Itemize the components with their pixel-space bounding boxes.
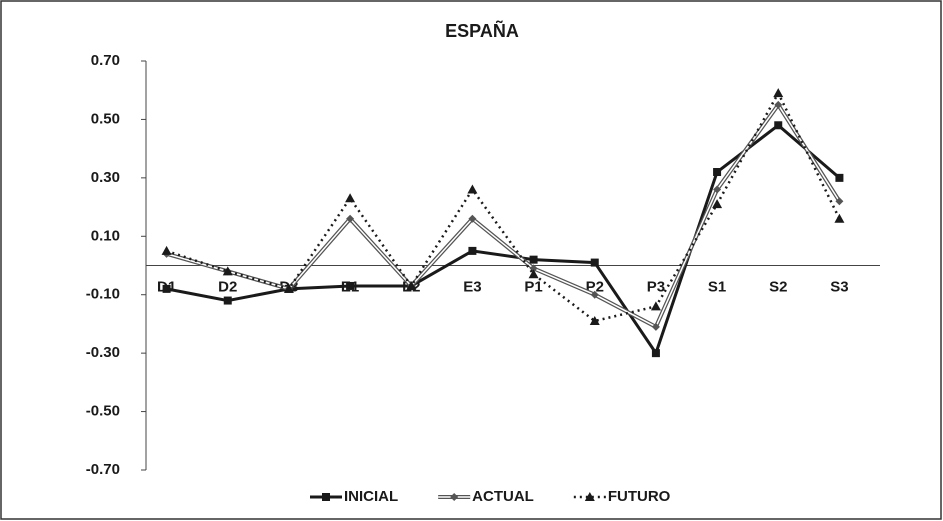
data-point	[528, 269, 539, 279]
y-tick-label: 0.30	[91, 169, 120, 186]
data-point	[589, 316, 600, 326]
data-point	[406, 280, 417, 290]
data-point	[222, 266, 233, 276]
data-point	[834, 213, 845, 223]
y-tick-label: -0.10	[86, 286, 120, 303]
x-tick-label: D2	[218, 278, 237, 295]
y-tick-label: -0.70	[86, 461, 120, 478]
data-point	[651, 322, 660, 331]
x-tick-label: S2	[769, 278, 787, 295]
data-point	[650, 301, 661, 311]
legend-label: ACTUAL	[472, 488, 534, 505]
data-point	[345, 193, 356, 203]
data-point	[712, 199, 723, 209]
y-tick-label: -0.30	[86, 344, 120, 361]
data-point	[774, 121, 783, 130]
line-inner	[166, 103, 841, 328]
data-point	[161, 245, 172, 255]
data-point	[346, 281, 355, 290]
data-point	[468, 214, 477, 223]
data-point	[529, 255, 538, 264]
data-point	[467, 184, 478, 194]
data-point	[223, 296, 232, 305]
data-point	[346, 214, 355, 223]
chart-title: ESPAÑA	[445, 20, 519, 41]
data-point	[590, 258, 599, 267]
data-point	[774, 100, 783, 109]
x-tick-label: P3	[647, 278, 665, 295]
data-point	[162, 284, 171, 293]
data-point	[713, 185, 722, 194]
legend-label: INICIAL	[344, 488, 398, 505]
data-point	[835, 173, 844, 182]
series-2	[161, 88, 845, 326]
data-point	[322, 493, 330, 501]
data-point	[835, 197, 844, 206]
data-point	[450, 493, 459, 501]
line	[166, 123, 841, 357]
x-tick-label: S1	[708, 278, 726, 295]
data-point	[651, 349, 660, 358]
data-point	[283, 283, 294, 293]
x-tick-label: E3	[463, 278, 481, 295]
series-1	[162, 100, 844, 331]
data-point	[590, 290, 599, 299]
x-tick-label: S3	[830, 278, 848, 295]
y-tick-label: -0.50	[86, 403, 120, 420]
data-point	[773, 88, 784, 98]
data-point	[584, 492, 595, 501]
legend-label: FUTURO	[608, 488, 671, 505]
line	[166, 90, 841, 323]
y-tick-label: 0.70	[91, 52, 120, 69]
y-tick-label: 0.50	[91, 110, 120, 127]
legend: INICIAL ACTUAL FUTURO	[310, 488, 671, 505]
y-tick-label: 0.10	[91, 227, 120, 244]
data-point	[468, 246, 477, 255]
x-tick-label: P1	[524, 278, 542, 295]
data-point	[713, 168, 722, 177]
